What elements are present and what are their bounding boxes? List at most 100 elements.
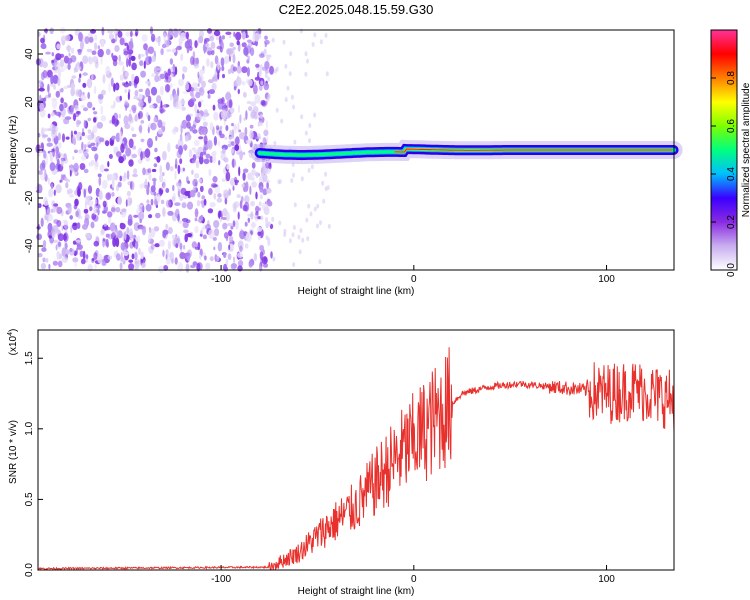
- noise-blob: [243, 117, 246, 121]
- noise-blob: [266, 181, 269, 190]
- noise-blob: [153, 163, 158, 168]
- noise-blob: [40, 37, 45, 44]
- noise-blob: [119, 175, 122, 182]
- noise-blob: [181, 119, 188, 129]
- noise-blob: [158, 239, 165, 247]
- noise-blob: [126, 227, 130, 235]
- noise-blob: [251, 169, 256, 176]
- noise-blob: [87, 129, 92, 134]
- noise-blob: [207, 79, 215, 84]
- noise-blob: [221, 35, 225, 40]
- noise-blob: [194, 103, 198, 114]
- noise-blob: [132, 173, 138, 178]
- noise-blob: [128, 80, 132, 87]
- noise-blob: [77, 110, 81, 115]
- noise-blob: [138, 226, 145, 230]
- noise-blob: [123, 231, 127, 241]
- noise-blob: [80, 94, 87, 101]
- noise-blob: [158, 265, 165, 274]
- noise-blob: [98, 176, 102, 186]
- noise-blob: [117, 181, 122, 188]
- noise-blob: [233, 256, 236, 264]
- noise-blob: [292, 104, 296, 110]
- noise-blob: [193, 149, 199, 154]
- noise-blob: [80, 104, 86, 108]
- noise-blob: [145, 203, 152, 212]
- noise-blob: [192, 178, 198, 187]
- noise-blob: [250, 200, 256, 207]
- noise-blob: [83, 188, 87, 198]
- noise-blob: [63, 219, 69, 230]
- noise-blob: [177, 220, 183, 224]
- noise-blob: [213, 74, 219, 82]
- noise-blob: [83, 119, 86, 128]
- noise-blob: [103, 255, 106, 260]
- noise-blob: [105, 140, 110, 147]
- noise-blob: [102, 200, 107, 208]
- noise-blob: [111, 52, 114, 59]
- noise-blob: [208, 89, 215, 95]
- noise-blob: [266, 188, 270, 194]
- noise-blob: [143, 60, 146, 69]
- noise-blob: [128, 159, 134, 167]
- noise-blob: [81, 141, 84, 151]
- noise-blob: [261, 66, 268, 71]
- noise-blob: [305, 217, 309, 223]
- noise-blob: [205, 43, 210, 48]
- noise-blob: [165, 199, 171, 208]
- noise-blob: [299, 228, 303, 233]
- noise-blob: [174, 170, 177, 180]
- noise-blob: [162, 178, 167, 187]
- noise-blob: [182, 144, 188, 151]
- noise-blob: [78, 77, 81, 83]
- noise-blob: [213, 136, 217, 146]
- x-tick-label: 100: [598, 574, 615, 585]
- noise-blob: [207, 208, 214, 214]
- noise-blob: [265, 162, 270, 169]
- noise-blob: [47, 222, 53, 233]
- noise-blob: [118, 113, 122, 119]
- noise-blob: [159, 73, 166, 80]
- noise-blob: [87, 92, 91, 99]
- noise-blob: [161, 121, 166, 127]
- noise-blob: [220, 57, 225, 67]
- noise-blob: [76, 90, 83, 96]
- snr-xlabel: Height of straight line (km): [298, 586, 415, 597]
- noise-blob: [232, 46, 236, 51]
- noise-blob: [191, 147, 196, 151]
- noise-blob: [185, 31, 189, 40]
- snr-frame: [37, 329, 675, 571]
- noise-blob: [43, 150, 47, 159]
- spectrogram-xlabel: Height of straight line (km): [298, 286, 415, 297]
- noise-blob: [199, 233, 203, 237]
- noise-blob: [58, 67, 65, 73]
- noise-blob: [91, 213, 97, 220]
- noise-blob: [161, 43, 167, 49]
- noise-blob: [56, 206, 63, 215]
- noise-blob: [77, 188, 81, 197]
- noise-blob: [251, 162, 256, 169]
- noise-blob: [147, 138, 153, 148]
- noise-blob: [150, 86, 158, 96]
- snr-scale-label: (x10: [8, 335, 19, 355]
- noise-blob: [226, 164, 230, 170]
- noise-blob: [213, 193, 217, 200]
- noise-blob: [197, 242, 201, 251]
- noise-blob: [150, 198, 154, 206]
- noise-blob: [247, 79, 253, 87]
- noise-blob: [129, 228, 133, 238]
- noise-blob: [123, 115, 129, 125]
- noise-blob: [178, 28, 181, 34]
- noise-blob: [126, 44, 130, 51]
- noise-blob: [91, 50, 97, 55]
- noise-blob: [157, 128, 163, 135]
- noise-blob: [41, 247, 47, 252]
- noise-blob: [128, 259, 134, 263]
- noise-blob: [228, 136, 233, 140]
- noise-blob: [172, 28, 179, 38]
- noise-blob: [164, 83, 171, 93]
- noise-blob: [260, 258, 263, 267]
- noise-blob: [211, 50, 215, 56]
- noise-blob: [139, 60, 144, 67]
- noise-blob: [151, 177, 157, 182]
